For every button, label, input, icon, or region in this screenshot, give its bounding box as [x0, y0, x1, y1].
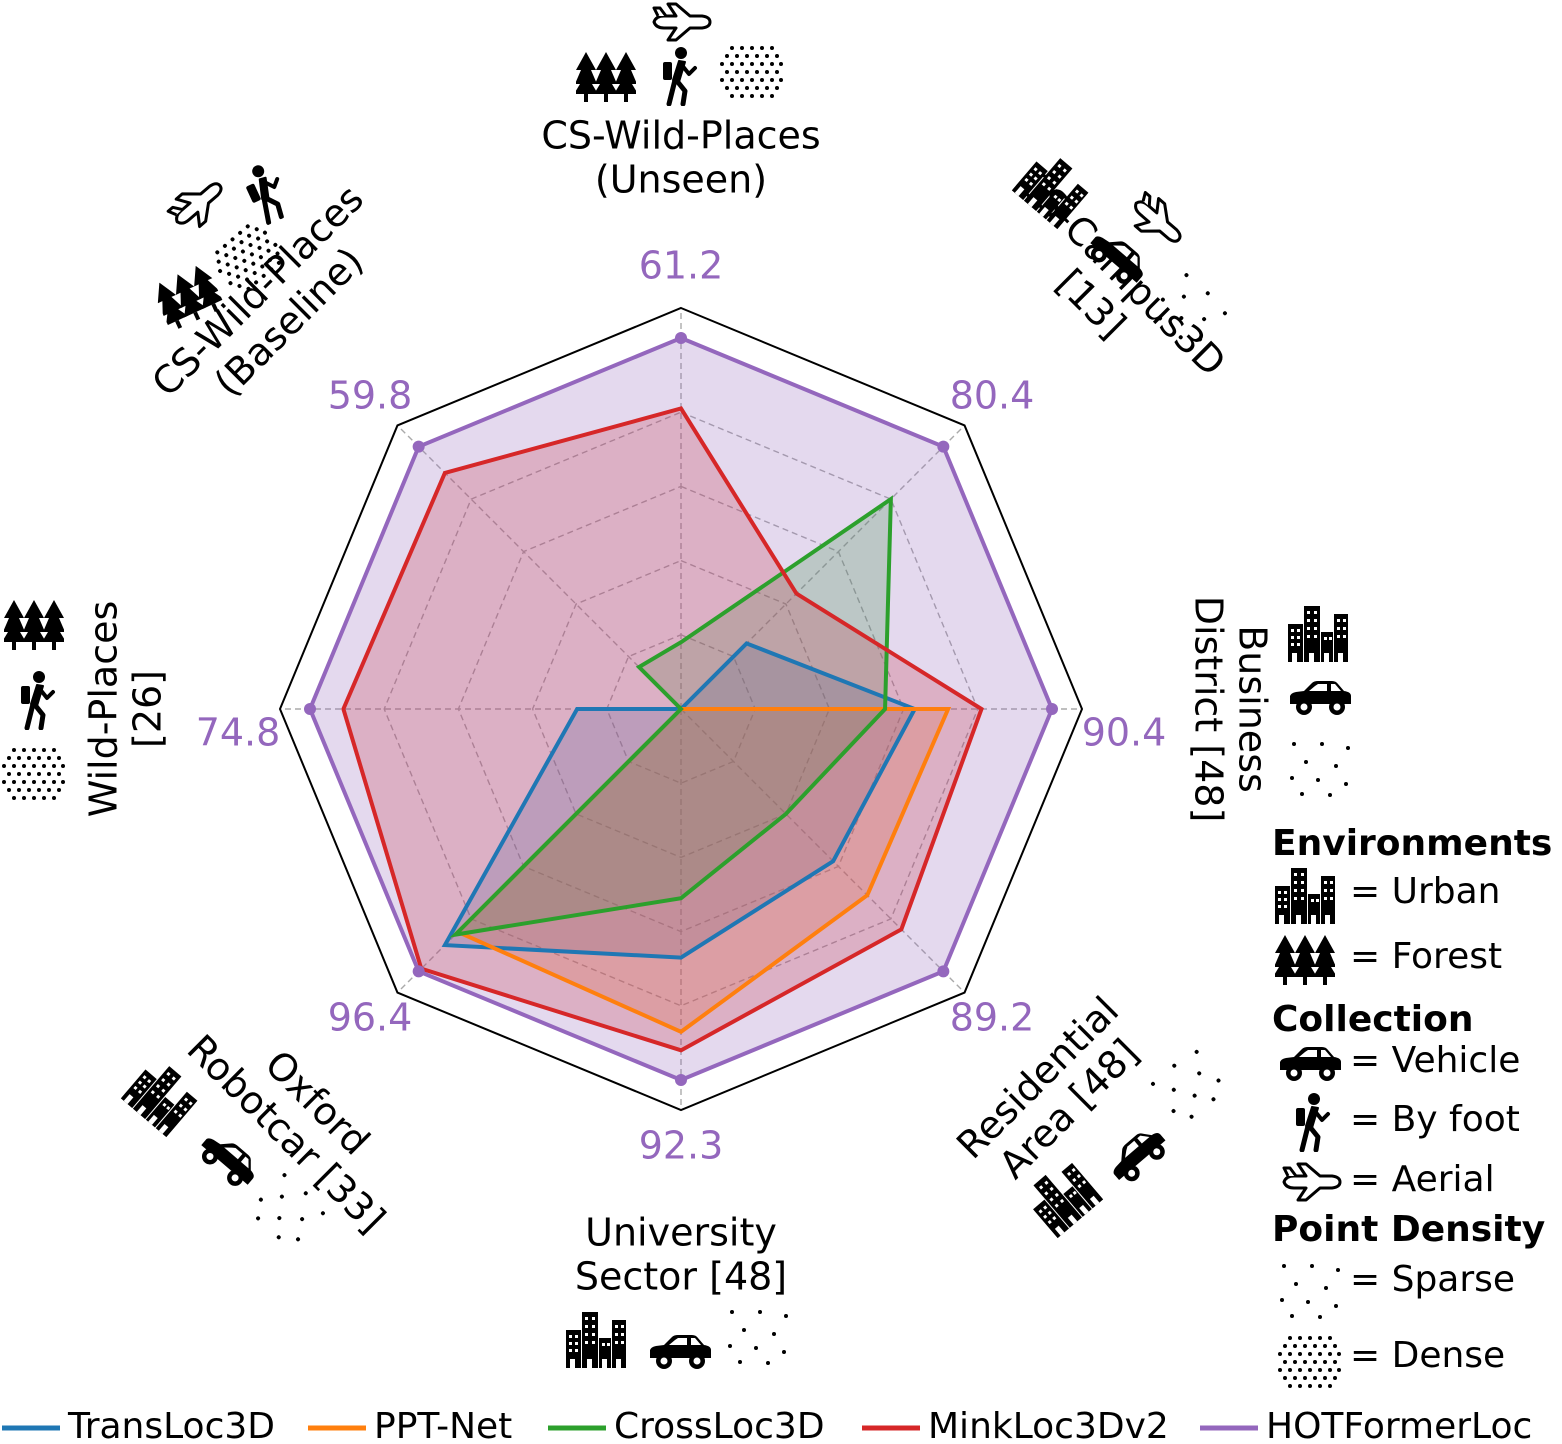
grid-ring	[531, 559, 831, 859]
series-point	[937, 440, 950, 453]
series-point	[1046, 703, 1058, 715]
axis-max-label: 89.2	[950, 996, 1035, 1040]
legend-item-transloc3d: TransLoc3D	[2, 1406, 275, 1444]
series-fill-transloc3d	[444, 643, 915, 958]
axis-max-label: 74.8	[196, 711, 281, 755]
grid-spoke	[680, 424, 966, 710]
aerial-icon	[164, 170, 234, 238]
radar-frame	[278, 306, 1084, 1112]
axis-title-line: (Unseen)	[595, 158, 767, 202]
series-point	[675, 1074, 687, 1086]
radar-series	[304, 332, 1058, 1086]
legend-item-minkloc3dv2: MinkLoc3Dv2	[862, 1406, 1169, 1444]
legend-item-hotformerloc: HOTFormerLoc	[1200, 1406, 1532, 1444]
radar-axis-labels: 61.2 80.4 90.4 89.2 92.3 96.4 74.8 59.8 CS-Wild-…	[2, 2, 1351, 1369]
series-point	[412, 965, 425, 978]
axis-title-line: District [48]	[1187, 596, 1231, 823]
forest-icon	[576, 52, 636, 102]
legend-label: HOTFormerLoc	[1266, 1406, 1532, 1444]
series-point	[412, 440, 425, 453]
axis-max-label: 92.3	[639, 1124, 724, 1168]
sparse-points-icon	[728, 1310, 788, 1365]
grid-ring	[383, 411, 979, 1007]
axis-title-line: Sector [48]	[575, 1255, 787, 1299]
axis-title-line: Business	[1231, 625, 1275, 793]
key-item-label: = Urban	[1350, 871, 1501, 912]
axis-max-label: 59.8	[328, 374, 413, 418]
legend-label: CrossLoc3D	[614, 1406, 825, 1444]
axis-title: Wild-Places [26]	[82, 601, 170, 818]
vehicle-icon	[650, 1335, 711, 1369]
axis-max-label: 80.4	[950, 374, 1035, 418]
series-line-transloc3d	[441, 641, 918, 960]
key-section-title: Collection	[1272, 999, 1474, 1040]
axis-max-label: 61.2	[639, 244, 724, 288]
series-point	[675, 332, 687, 344]
forest-icon	[4, 600, 64, 650]
axis-max-label: 96.4	[328, 996, 413, 1040]
vehicle-icon	[1290, 681, 1351, 715]
by-foot-icon	[21, 671, 53, 728]
series-line-minkloc3dv2	[341, 406, 984, 1053]
legend-label: MinkLoc3Dv2	[928, 1406, 1169, 1444]
axis-title-line: Wild-Places	[82, 601, 126, 818]
series-point	[304, 703, 316, 715]
axis-title: CS-Wild-Places(Unseen)	[541, 114, 820, 202]
icon-key: Environments = Urban = Forest Collection= V…	[1272, 823, 1552, 1388]
vehicle-icon	[1104, 1122, 1173, 1189]
legend-label: TransLoc3D	[67, 1406, 275, 1444]
key-item-label: = Forest	[1350, 936, 1502, 977]
urban-icon	[1275, 868, 1335, 924]
by-foot-icon	[1296, 1093, 1328, 1150]
aerial-icon	[652, 2, 712, 42]
sparse-points-icon	[1280, 1264, 1340, 1319]
legend-item-crossloc3d: CrossLoc3D	[548, 1406, 825, 1444]
axis-title-line: [26]	[126, 670, 170, 748]
dense-points-icon	[2, 748, 65, 800]
key-item-label: = By foot	[1350, 1099, 1520, 1140]
legend: TransLoc3D PPT-Net CrossLoc3D MinkLoc3Dv2 HO…	[2, 1406, 1532, 1444]
grid-ring	[606, 634, 756, 784]
sparse-points-icon	[1148, 1045, 1230, 1127]
axis-title-line: CS-Wild-Places	[541, 114, 820, 158]
key-item-label: = Vehicle	[1350, 1040, 1520, 1081]
dense-points-icon	[1278, 1336, 1341, 1388]
grid-spoke	[680, 708, 966, 994]
by-foot-icon	[239, 160, 292, 225]
key-section-title: Point Density	[1272, 1209, 1545, 1250]
key-item-label: = Aerial	[1350, 1159, 1495, 1200]
sparse-points-icon	[1290, 742, 1350, 797]
by-foot-icon	[663, 47, 695, 104]
key-section-title: Environments	[1272, 823, 1552, 864]
series-line-crossloc3d	[449, 495, 893, 938]
axis-title-line: University	[585, 1211, 777, 1255]
aerial-icon	[1123, 187, 1193, 255]
series-point	[937, 965, 950, 978]
axis-max-label: 90.4	[1082, 711, 1167, 755]
vehicle-icon	[194, 1127, 263, 1194]
key-item-label: = Dense	[1350, 1335, 1505, 1376]
legend-label: PPT-Net	[374, 1406, 512, 1444]
key-item-label: = Sparse	[1350, 1259, 1515, 1300]
dense-points-icon	[720, 46, 783, 98]
legend-item-ppt-net: PPT-Net	[308, 1406, 512, 1444]
urban-icon	[1288, 606, 1348, 662]
urban-icon	[566, 1312, 626, 1368]
aerial-icon	[1282, 1162, 1342, 1202]
forest-icon	[1275, 935, 1335, 985]
vehicle-icon	[1280, 1047, 1341, 1081]
